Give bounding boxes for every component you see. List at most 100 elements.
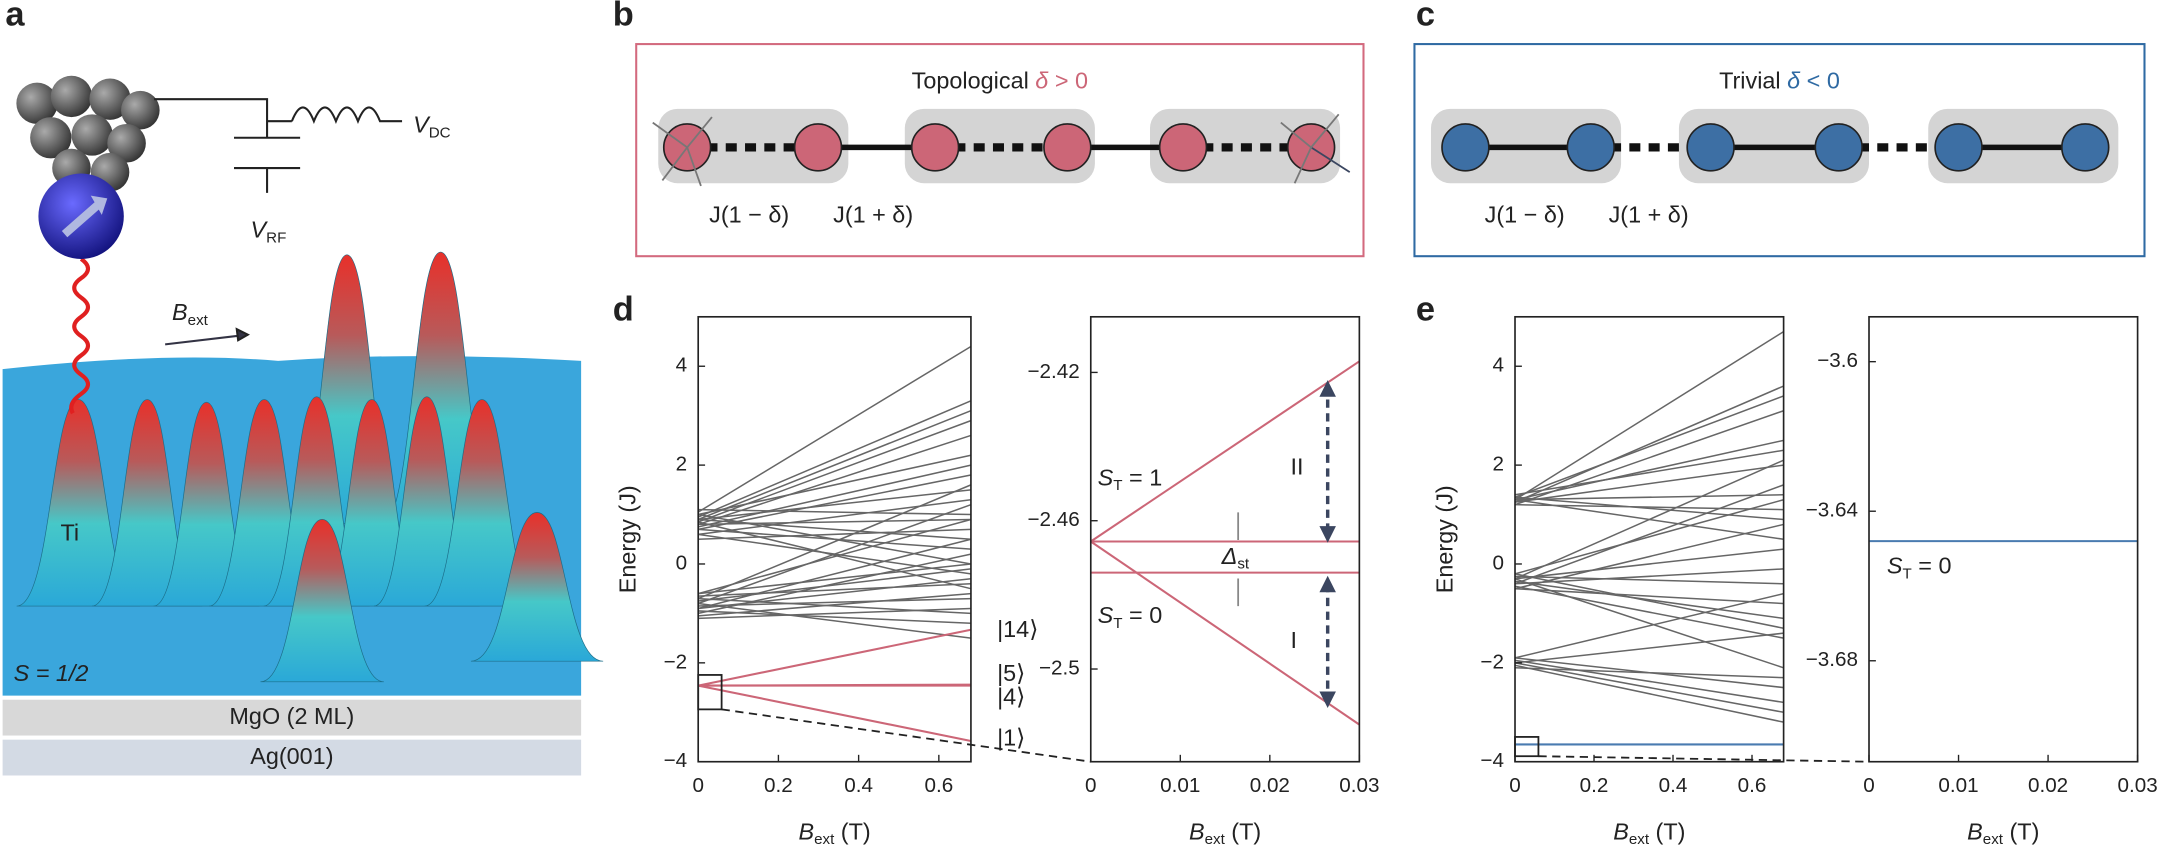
y-tick-label: −2.42 xyxy=(1027,360,1079,383)
text-part: = 0 xyxy=(1912,553,1952,579)
energy-level xyxy=(1514,575,1784,585)
site xyxy=(1814,123,1863,172)
site xyxy=(1043,123,1092,172)
text-part: II xyxy=(1290,454,1303,480)
annotation: ST = 0 xyxy=(1098,602,1163,632)
energy-level xyxy=(698,513,972,565)
energy-level xyxy=(697,503,972,605)
y-tick-label: −2 xyxy=(664,650,688,673)
energy-level xyxy=(1090,540,1360,726)
text-part: ext xyxy=(1629,831,1650,848)
x-axis-label: Bext (T) xyxy=(1967,819,2039,849)
energy-level xyxy=(698,489,972,521)
layer-ag xyxy=(2,739,582,776)
plot-frame xyxy=(1868,315,2139,763)
x-tick-label: 0.2 xyxy=(1580,774,1609,797)
energy-level xyxy=(698,607,971,620)
peaks xyxy=(16,251,604,683)
edge-spin xyxy=(1293,147,1312,184)
energy-level xyxy=(1514,449,1784,496)
energy-level xyxy=(1514,578,1784,669)
edge-spin xyxy=(1310,146,1351,173)
energy-level xyxy=(1514,548,1784,580)
layer-label: Ag(001) xyxy=(250,743,333,769)
x-tick-label: 0.2 xyxy=(764,774,793,797)
site xyxy=(1934,123,1983,172)
energy-level xyxy=(1514,410,1784,506)
energy-level xyxy=(1514,580,1784,620)
text-part: ext xyxy=(1205,831,1226,848)
text-part: B xyxy=(798,819,814,845)
x-tick-label: 0.01 xyxy=(1938,774,1978,797)
text-part: (T) xyxy=(2003,819,2039,845)
edge-spin xyxy=(1280,121,1312,149)
energy-level xyxy=(697,484,972,600)
site xyxy=(793,123,843,172)
energy-level xyxy=(1514,496,1784,521)
peak xyxy=(260,518,384,683)
energy-level xyxy=(697,434,972,526)
energy-level xyxy=(698,597,971,615)
text-part: S xyxy=(1098,602,1114,628)
energy-level xyxy=(1514,662,1784,714)
annotation: I xyxy=(1290,627,1297,653)
x-tick-label: 0.6 xyxy=(1738,774,1767,797)
y-tick-label: −3.68 xyxy=(1806,648,1858,671)
energy-level xyxy=(697,400,972,518)
x-tick-label: 0.6 xyxy=(924,774,953,797)
text-part: T xyxy=(1903,565,1912,582)
energy-level xyxy=(1514,664,1784,723)
x-tick-label: 0.4 xyxy=(844,774,873,797)
x-axis-label: Bext (T) xyxy=(798,819,870,849)
x-tick-label: 0 xyxy=(1863,774,1875,797)
coupling-label: J(1 − δ) xyxy=(1485,201,1565,227)
plot-frame xyxy=(1089,315,1361,763)
plot-frame xyxy=(697,315,972,763)
coupling-label: J(1 + δ) xyxy=(1609,201,1689,227)
energy-level xyxy=(698,538,972,610)
layer-label: MgO (2 ML) xyxy=(229,703,354,729)
energy-level xyxy=(698,568,972,602)
text-part: ext xyxy=(814,831,835,848)
energy-level xyxy=(698,528,971,541)
energy-level xyxy=(1514,439,1784,501)
y-tick-label: 2 xyxy=(1492,453,1504,476)
panel-label: d xyxy=(613,290,634,328)
plot-frame xyxy=(1514,315,1785,763)
annotation: |14⟩ xyxy=(997,616,1038,642)
y-tick-label: 0 xyxy=(1492,551,1504,574)
energy-level xyxy=(697,684,972,742)
panel-label: e xyxy=(1416,290,1435,328)
edge-spin xyxy=(686,116,713,148)
edge-spin xyxy=(1310,113,1340,148)
annotation: II xyxy=(1290,454,1303,480)
text-part: ext xyxy=(1983,831,2004,848)
x-tick-label: 0.01 xyxy=(1160,774,1200,797)
text-part: (T) xyxy=(1649,819,1685,845)
ti: Ti xyxy=(60,520,79,546)
x-tick-label: 0.02 xyxy=(1250,774,1290,797)
text-part: = 1 xyxy=(1123,465,1163,491)
text-part: B xyxy=(1613,819,1629,845)
energy-level xyxy=(698,518,971,526)
energy-level xyxy=(698,508,971,516)
energy-level xyxy=(698,518,972,595)
text-part: S xyxy=(1098,465,1114,491)
x-axis-label: Bext (T) xyxy=(1189,819,1261,849)
energy-level xyxy=(1514,503,1784,511)
energy-level xyxy=(697,410,972,521)
energy-level xyxy=(1514,395,1784,498)
site xyxy=(1158,123,1208,172)
annotation: |1⟩ xyxy=(997,725,1025,751)
chains xyxy=(652,108,2119,187)
panel-label: b xyxy=(613,0,634,34)
text-part: (T) xyxy=(1225,819,1261,845)
energy-level xyxy=(698,563,972,595)
energy-level xyxy=(698,521,972,590)
diagram-title: Trivial δ < 0 xyxy=(1719,68,1840,94)
annotation: ST = 0 xyxy=(1887,553,1952,583)
wave xyxy=(69,257,91,415)
x-tick-label: 0.4 xyxy=(1659,774,1688,797)
x-tick-label: 0 xyxy=(1085,774,1097,797)
